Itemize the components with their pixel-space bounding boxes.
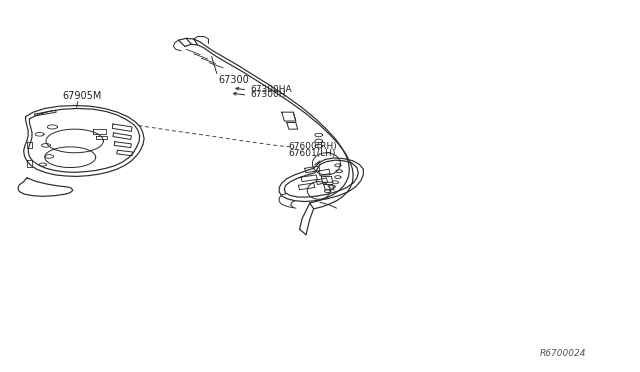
Text: R6700024: R6700024	[540, 349, 586, 358]
Text: 67300HA: 67300HA	[250, 85, 292, 94]
Text: 67600(RH): 67600(RH)	[288, 142, 337, 151]
Text: 67601(LH): 67601(LH)	[288, 149, 335, 158]
Text: 67300: 67300	[218, 75, 249, 85]
Text: 67300H: 67300H	[250, 90, 285, 99]
Text: 67905M: 67905M	[62, 91, 101, 101]
